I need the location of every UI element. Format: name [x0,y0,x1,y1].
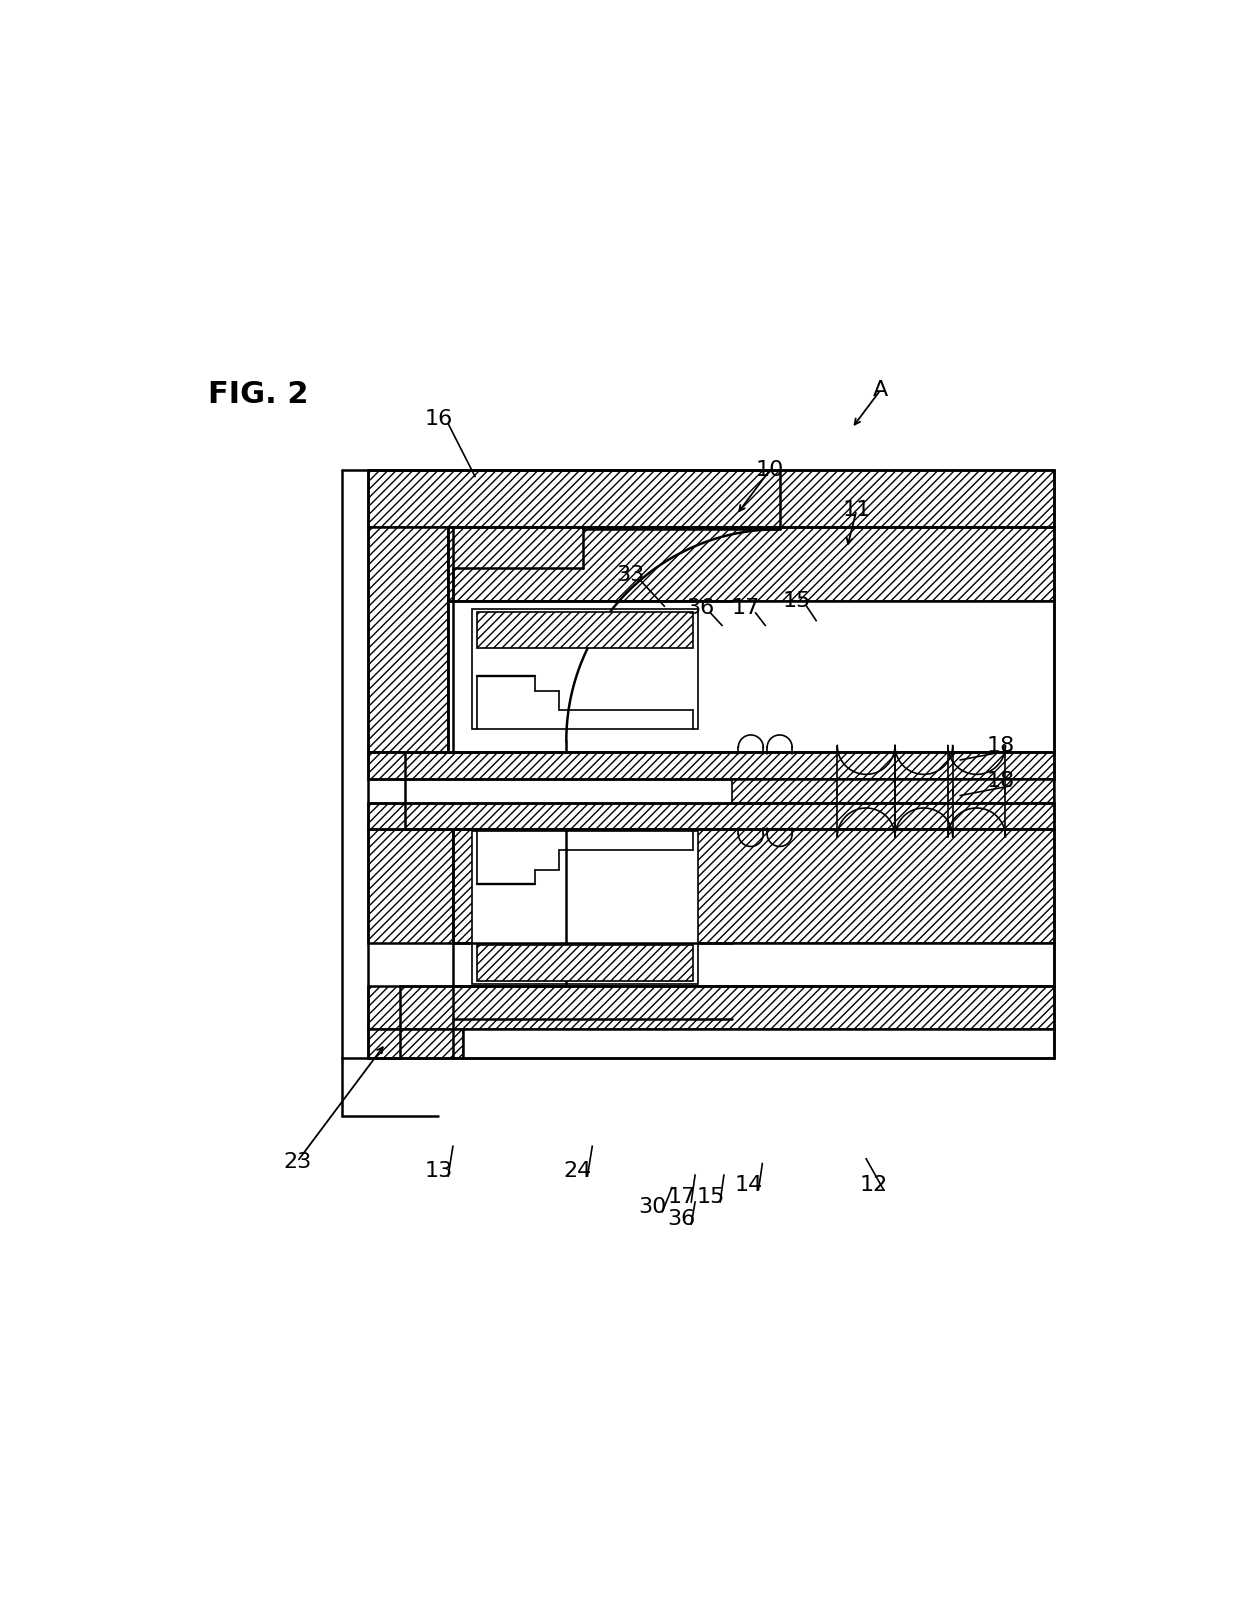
Text: 15: 15 [782,592,811,611]
Text: 24: 24 [564,1162,591,1181]
Text: 36: 36 [687,598,715,618]
Text: A: A [873,379,888,400]
Polygon shape [368,470,1054,528]
Polygon shape [472,610,698,730]
Polygon shape [463,1029,1054,1058]
Polygon shape [448,528,1054,602]
Text: 17: 17 [667,1187,696,1208]
Text: FIG. 2: FIG. 2 [208,381,309,410]
Text: 15: 15 [697,1187,724,1208]
Text: 17: 17 [732,598,760,618]
Polygon shape [453,829,1054,942]
Text: 10: 10 [756,459,784,480]
Text: 36: 36 [667,1210,696,1229]
Polygon shape [368,829,453,942]
Polygon shape [477,946,693,981]
Polygon shape [368,803,1054,829]
Polygon shape [368,986,1054,1029]
Text: 12: 12 [859,1174,888,1195]
Text: 18: 18 [987,736,1014,755]
Polygon shape [453,942,1054,986]
Text: 14: 14 [735,1174,763,1195]
Polygon shape [477,611,693,648]
Text: 13: 13 [424,1162,453,1181]
Polygon shape [368,528,448,752]
Polygon shape [448,602,1054,752]
Text: 30: 30 [639,1197,667,1218]
Text: 16: 16 [424,408,453,429]
Polygon shape [732,779,1054,803]
Text: 18: 18 [987,771,1014,790]
Text: 33: 33 [616,565,645,586]
Polygon shape [368,752,1054,779]
Text: 23: 23 [283,1152,311,1171]
Text: 11: 11 [842,501,870,520]
Polygon shape [472,830,698,984]
Polygon shape [368,1029,463,1058]
Polygon shape [448,528,453,602]
